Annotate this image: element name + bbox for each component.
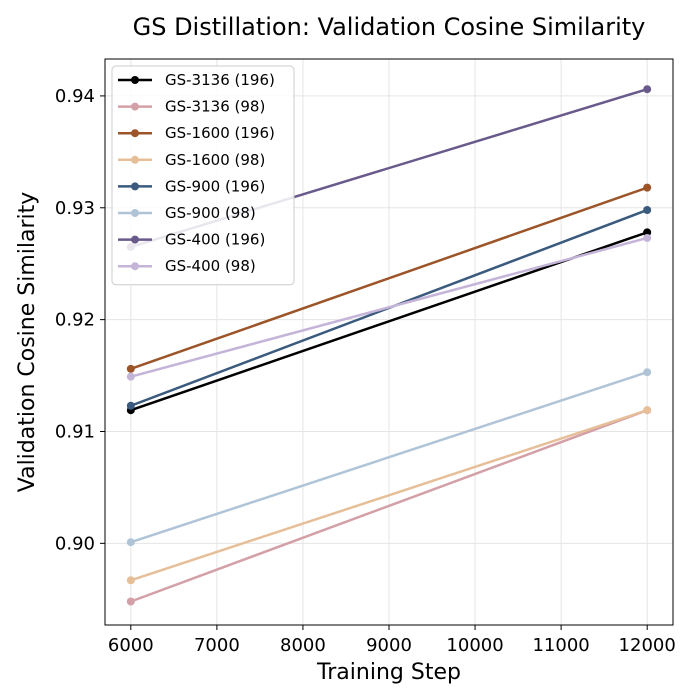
- legend-swatch-marker: [131, 102, 139, 111]
- legend-label: GS-900 (98): [165, 204, 256, 222]
- data-point: [126, 576, 135, 585]
- y-tick-label: 0.90: [55, 533, 95, 554]
- data-point: [643, 228, 652, 237]
- data-point: [643, 183, 652, 192]
- series-line: [130, 371, 648, 544]
- legend-label: GS-1600 (98): [165, 151, 265, 169]
- data-point: [126, 538, 135, 547]
- legend-label: GS-3136 (196): [165, 71, 275, 89]
- legend-label: GS-400 (196): [165, 231, 265, 249]
- chart-title: GS Distillation: Validation Cosine Simil…: [133, 13, 646, 41]
- legend-swatch-marker: [131, 209, 139, 217]
- series-line: [130, 409, 648, 582]
- x-tick-label: 8000: [280, 635, 326, 656]
- series-line: [130, 409, 648, 603]
- legend-box: [111, 65, 295, 286]
- data-point: [643, 85, 652, 94]
- y-tick-label: 0.91: [55, 421, 95, 442]
- x-tick-label: 11000: [532, 635, 589, 656]
- legend: GS-3136 (196) GS-3136 (98) GS-1600 (196) GS…: [111, 65, 295, 286]
- data-point: [643, 406, 652, 415]
- x-tick-label: 9000: [366, 635, 412, 656]
- legend-label: GS-3136 (98): [165, 98, 265, 116]
- data-point: [126, 372, 135, 381]
- legend-swatch-marker: [131, 129, 139, 138]
- data-point: [126, 597, 135, 606]
- legend-label: GS-1600 (196): [165, 124, 275, 142]
- axis-ticks: 6000 7000 8000 9000 10000 11000 12000 0.90 0.91 0…: [55, 86, 676, 656]
- data-point: [643, 233, 652, 242]
- x-tick-label: 10000: [446, 635, 503, 656]
- legend-label: GS-400 (98): [165, 257, 256, 275]
- y-tick-label: 0.93: [55, 198, 95, 219]
- legend-label: GS-900 (196): [165, 177, 265, 195]
- y-tick-label: 0.92: [55, 310, 95, 331]
- y-tick-label: 0.94: [55, 86, 95, 107]
- x-tick-label: 6000: [108, 635, 154, 656]
- data-point: [126, 401, 135, 410]
- legend-swatch-marker: [131, 262, 139, 271]
- x-tick-label: 7000: [194, 635, 240, 656]
- data-point: [643, 206, 652, 215]
- series-line: [130, 186, 648, 371]
- legend-swatch-marker: [131, 182, 139, 191]
- data-point: [643, 368, 652, 377]
- series-group: [126, 85, 652, 606]
- data-point: [126, 364, 135, 373]
- y-axis-label: Validation Cosine Similarity: [15, 192, 40, 493]
- series-line: [130, 236, 648, 378]
- legend-swatch-marker: [131, 76, 139, 84]
- legend-swatch-marker: [131, 155, 139, 164]
- legend-swatch-marker: [131, 235, 139, 244]
- x-tick-label: 12000: [619, 635, 676, 656]
- x-axis-label: Training Step: [316, 660, 461, 685]
